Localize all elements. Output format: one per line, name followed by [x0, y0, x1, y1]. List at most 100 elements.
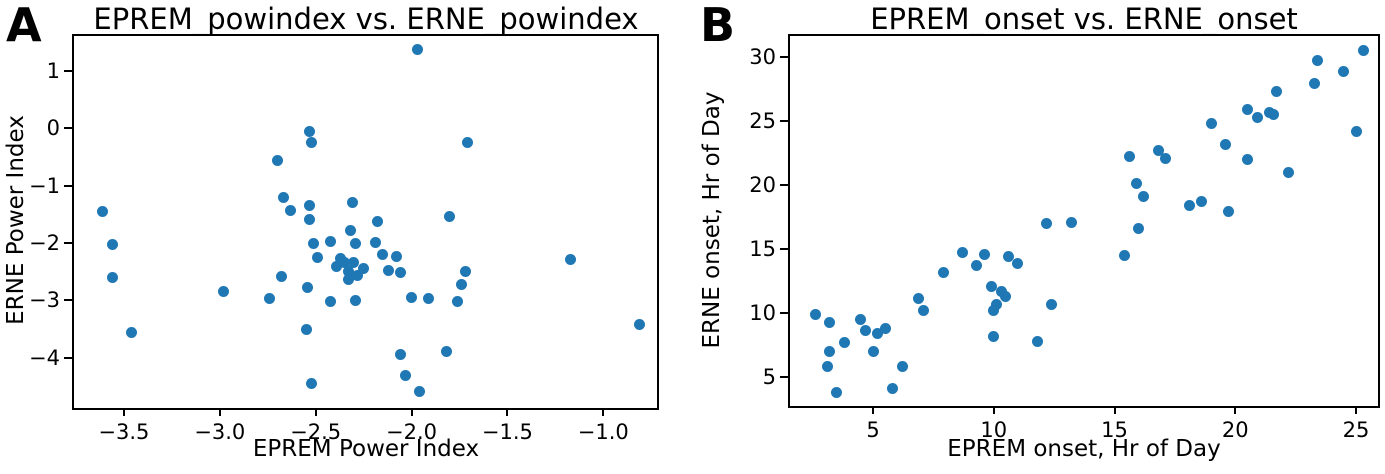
data-point: [956, 247, 968, 259]
data-point: [264, 293, 276, 305]
data-point: [423, 293, 435, 305]
data-point: [985, 280, 997, 292]
data-point: [1357, 45, 1369, 57]
plot-title-b: EPREM_onset vs. ERNE_onset: [870, 2, 1298, 36]
data-point: [1205, 118, 1217, 130]
data-point: [879, 322, 891, 334]
data-point: [867, 345, 879, 357]
data-point: [1241, 153, 1253, 165]
data-point: [271, 154, 283, 166]
y-tick-mark: [64, 184, 74, 187]
data-point: [1309, 78, 1321, 90]
y-tick-label: 10: [749, 301, 776, 326]
data-point: [838, 336, 850, 348]
data-point: [1012, 257, 1024, 269]
data-point: [342, 274, 354, 286]
x-tick-label: −1.0: [577, 420, 629, 444]
data-point: [1282, 166, 1294, 178]
y-tick-label: −2: [29, 230, 60, 255]
data-point: [988, 304, 1000, 316]
data-point: [377, 248, 389, 260]
x-tick-label: −2.5: [290, 420, 342, 444]
data-point: [1183, 200, 1195, 211]
x-tick-label: −3.5: [98, 420, 150, 444]
y-tick-label: −1: [29, 173, 60, 198]
data-point: [990, 298, 1002, 310]
x-tick-label: −3.0: [194, 420, 246, 444]
data-point: [383, 264, 394, 276]
data-point: [440, 345, 452, 357]
data-point: [1002, 251, 1014, 263]
x-tick-mark: [1355, 406, 1358, 414]
y-axis-label-a: ERNE Power Index: [3, 115, 29, 325]
x-tick-label: 5: [866, 418, 880, 442]
x-tick-mark: [602, 408, 605, 416]
data-point: [325, 236, 337, 248]
data-point: [1118, 249, 1130, 261]
data-point: [411, 44, 423, 56]
data-point: [97, 205, 109, 217]
plot-area-a: −3.5 −3.0 −2.5 −2.0 −1.5 −1.0 1 0 −1 −2 −3 −4: [29, 34, 659, 444]
x-tick-mark: [122, 408, 125, 416]
data-point: [406, 291, 418, 303]
data-point: [106, 239, 118, 251]
data-point: [369, 236, 381, 248]
y-tick-mark: [64, 241, 74, 244]
data-point: [308, 237, 320, 249]
data-point: [350, 295, 362, 307]
data-point: [634, 319, 646, 331]
data-point: [860, 325, 872, 337]
data-point: [565, 254, 577, 266]
data-point: [350, 237, 362, 249]
x-tick-label: −2.0: [386, 420, 438, 444]
data-point: [394, 267, 406, 279]
data-point: [1222, 206, 1234, 218]
data-point: [218, 286, 230, 298]
data-point: [400, 370, 412, 382]
data-point: [1311, 55, 1323, 67]
data-point: [872, 328, 884, 340]
data-point: [896, 361, 908, 373]
data-point: [302, 282, 314, 294]
data-point: [1152, 144, 1164, 156]
data-point: [1138, 191, 1150, 203]
x-tick-label: 25: [1342, 418, 1370, 442]
data-point: [1251, 111, 1263, 123]
data-point: [277, 192, 289, 204]
data-point: [304, 213, 316, 225]
y-tick-mark: [780, 376, 790, 379]
data-point: [1241, 103, 1253, 115]
data-point: [918, 304, 930, 316]
data-point: [371, 216, 383, 228]
y-tick-mark: [780, 184, 790, 187]
x-tick-mark: [872, 406, 875, 414]
y-tick-label: 5: [762, 365, 776, 390]
y-tick-label: 0: [46, 116, 60, 141]
data-point: [461, 137, 473, 149]
plot-title-a: EPREM_powindex vs. ERNE_powindex: [93, 2, 639, 36]
y-tick-label: 20: [749, 173, 776, 198]
data-point: [886, 383, 898, 395]
data-point: [394, 349, 406, 361]
plot-area-b: 5 10 15 20 25 5 10 15 20 25 30: [749, 34, 1380, 442]
data-point: [413, 386, 425, 398]
panel-letter-b: B: [700, 0, 736, 52]
y-tick-mark: [780, 120, 790, 122]
x-tick-mark: [1113, 406, 1116, 414]
data-point: [348, 256, 360, 268]
y-tick-mark: [64, 69, 74, 72]
data-point: [821, 361, 833, 373]
x-tick-mark: [218, 408, 221, 416]
data-point: [126, 327, 138, 339]
y-tick-label: 25: [749, 109, 776, 133]
data-point: [913, 293, 925, 305]
data-point: [1195, 196, 1207, 208]
data-point: [304, 200, 316, 212]
y-tick-mark: [64, 299, 74, 302]
data-point: [1130, 178, 1142, 190]
data-point: [1000, 290, 1012, 302]
data-point: [1268, 109, 1280, 121]
y-tick-label: 1: [46, 58, 60, 83]
x-axis-label-a: EPREM Power Index: [252, 436, 480, 462]
